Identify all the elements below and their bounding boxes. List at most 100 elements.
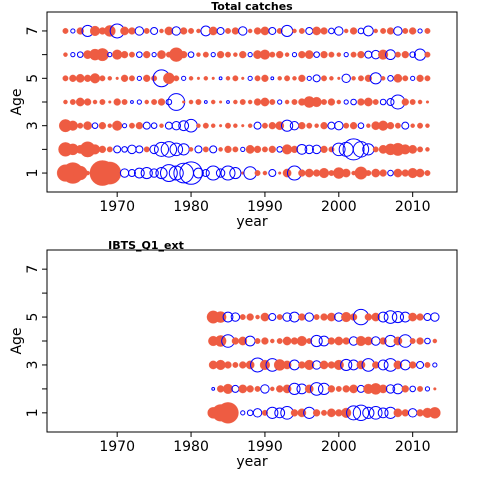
negative-bubble <box>268 169 277 178</box>
positive-bubble <box>425 100 430 104</box>
positive-bubble <box>245 145 255 154</box>
negative-bubble <box>377 311 389 323</box>
positive-bubble <box>210 123 216 128</box>
negative-bubble <box>136 99 142 105</box>
positive-bubble <box>290 409 299 417</box>
negative-bubble <box>310 334 323 348</box>
positive-bubble <box>115 76 119 80</box>
negative-bubble <box>134 26 145 36</box>
negative-bubble <box>383 310 398 324</box>
positive-bubble <box>371 168 381 178</box>
negative-bubble <box>364 50 373 59</box>
positive-bubble <box>327 337 336 345</box>
positive-bubble <box>320 145 328 154</box>
positive-bubble <box>77 122 84 129</box>
positive-bubble <box>380 27 387 34</box>
negative-bubble <box>282 312 292 322</box>
positive-bubble <box>378 120 389 131</box>
positive-bubble <box>260 312 270 322</box>
positive-bubble <box>336 99 342 105</box>
positive-bubble <box>224 361 232 369</box>
negative-bubble <box>107 52 113 58</box>
positive-bubble <box>282 360 292 370</box>
negative-bubble <box>205 165 221 181</box>
negative-bubble <box>247 75 253 81</box>
positive-bubble <box>129 122 135 129</box>
positive-bubble <box>415 168 425 178</box>
positive-bubble <box>372 99 379 105</box>
negative-bubble <box>76 51 84 58</box>
positive-bubble <box>202 122 209 129</box>
positive-bubble <box>253 145 262 154</box>
positive-bubble <box>321 75 327 82</box>
negative-bubble <box>334 120 344 131</box>
positive-bubble <box>328 51 335 58</box>
negative-bubble <box>181 75 187 81</box>
positive-bubble <box>318 168 330 179</box>
positive-bubble <box>408 145 418 154</box>
negative-bubble <box>304 144 314 155</box>
positive-bubble <box>195 99 202 105</box>
x-tick-label: 1980 <box>173 199 209 215</box>
positive-bubble <box>144 99 149 105</box>
negative-bubble <box>274 407 286 419</box>
positive-bubble <box>143 146 150 153</box>
negative-bubble <box>203 100 208 104</box>
positive-bubble <box>182 100 186 104</box>
negative-bubble <box>343 99 349 105</box>
x-tick-label: 2000 <box>321 199 357 215</box>
positive-bubble <box>254 75 261 82</box>
positive-bubble <box>417 99 423 105</box>
positive-bubble <box>202 51 209 58</box>
positive-bubble <box>409 99 416 105</box>
positive-bubble <box>424 170 431 177</box>
negative-bubble <box>327 121 336 130</box>
positive-bubble <box>278 171 282 175</box>
negative-bubble <box>210 52 216 58</box>
positive-bubble <box>254 385 261 392</box>
negative-bubble <box>280 119 294 132</box>
positive-bubble <box>106 146 113 153</box>
positive-bubble <box>188 99 194 105</box>
negative-bubble <box>159 164 178 182</box>
positive-bubble <box>379 169 387 177</box>
negative-bubble <box>184 118 198 133</box>
positive-bubble <box>188 76 194 81</box>
positive-bubble <box>75 97 85 107</box>
positive-bubble <box>89 25 101 36</box>
positive-bubble <box>408 312 418 322</box>
positive-bubble <box>320 122 328 130</box>
positive-bubble <box>357 98 365 106</box>
positive-bubble <box>306 338 313 344</box>
negative-bubble <box>150 26 159 35</box>
positive-bubble <box>402 27 409 34</box>
positive-bubble <box>282 336 292 346</box>
y-tick-label: 3 <box>25 360 41 369</box>
positive-bubble <box>196 28 201 34</box>
negative-bubble <box>178 120 190 132</box>
negative-bubble <box>150 122 158 129</box>
y-tick-label: 7 <box>25 26 41 35</box>
positive-bubble <box>208 26 218 36</box>
positive-bubble <box>259 359 270 370</box>
positive-bubble <box>277 76 282 81</box>
positive-bubble <box>83 121 92 131</box>
positive-bubble <box>75 73 85 83</box>
positive-bubble <box>393 73 403 83</box>
positive-bubble <box>98 145 107 154</box>
negative-bubble <box>328 27 335 35</box>
negative-bubble <box>216 26 225 35</box>
positive-bubble <box>233 99 238 105</box>
positive-bubble <box>231 27 240 35</box>
negative-bubble <box>268 313 277 322</box>
positive-bubble <box>83 98 92 106</box>
positive-bubble <box>321 99 327 105</box>
negative-bubble <box>280 24 294 38</box>
negative-bubble <box>127 144 137 155</box>
positive-bubble <box>393 360 403 370</box>
positive-bubble <box>222 383 234 394</box>
positive-bubble <box>219 124 223 128</box>
positive-bubble <box>120 26 129 36</box>
positive-bubble <box>424 75 431 82</box>
